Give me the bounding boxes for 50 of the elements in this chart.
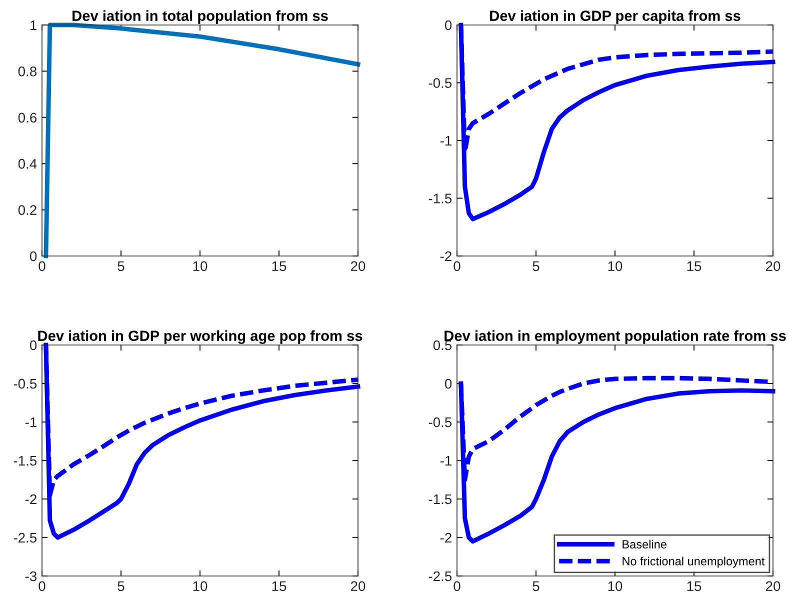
- x-tick-label: 5: [118, 261, 124, 272]
- y-tick-label: 0: [30, 251, 37, 262]
- chart-title: Dev iation in GDP per capita from ss: [490, 10, 740, 24]
- y-tick-label: -1: [25, 417, 36, 428]
- x-tick-label: 10: [193, 581, 208, 592]
- y-tick-label: -3: [25, 571, 37, 582]
- y-tick-label: 0: [444, 20, 452, 30]
- y-tick-label: -0.5: [14, 378, 37, 389]
- x-tick-label: 0: [454, 581, 460, 592]
- y-tick-label: 0.2: [18, 205, 36, 215]
- x-tick-label: 15: [272, 261, 286, 272]
- y-tick-label: 0.6: [18, 112, 37, 123]
- x-tick-label: 0: [38, 261, 46, 272]
- x-tick-label: 15: [687, 581, 702, 592]
- y-tick-label: -2: [440, 532, 452, 543]
- y-tick-label: -0.5: [428, 78, 452, 88]
- x-tick-label: 15: [687, 261, 702, 272]
- x-tick-label: 20: [350, 581, 366, 592]
- x-tick-label: 20: [350, 261, 366, 272]
- y-tick-label: 0.4: [18, 158, 37, 169]
- x-tick-label: 20: [766, 261, 780, 272]
- y-tick-label: -1: [440, 136, 452, 146]
- y-tick-label: 0: [30, 340, 37, 350]
- x-tick-label: 20: [766, 581, 780, 592]
- x-tick-label: 5: [532, 261, 540, 272]
- y-tick-label: 1: [30, 20, 36, 30]
- y-tick-label: -1.5: [428, 494, 452, 504]
- y-tick-label: -1: [440, 456, 452, 466]
- x-tick-label: 10: [608, 261, 622, 272]
- x-tick-label: 5: [532, 581, 540, 592]
- y-tick-label: -0.5: [428, 417, 452, 428]
- legend-label: Baseline: [622, 540, 666, 548]
- x-tick-label: 0: [454, 261, 460, 272]
- y-tick-label: -2: [25, 494, 36, 504]
- y-tick-label: -1.5: [14, 456, 37, 466]
- legend-label: No frictional unemployment: [622, 556, 765, 568]
- y-tick-label: 0.8: [18, 66, 37, 76]
- x-tick-label: 5: [118, 581, 124, 592]
- x-tick-label: 15: [272, 581, 286, 592]
- y-tick-label: -1.5: [428, 194, 452, 204]
- chart-title: Dev iation in GDP per working age pop from ss: [38, 330, 362, 344]
- x-tick-label: 0: [38, 581, 46, 592]
- y-tick-label: -2.5: [14, 532, 37, 543]
- x-tick-label: 10: [193, 261, 208, 272]
- x-tick-label: 10: [608, 581, 622, 592]
- y-tick-label: -2: [440, 251, 452, 262]
- y-tick-label: 0: [444, 378, 452, 389]
- y-tick-label: -2.5: [428, 571, 452, 582]
- chart-title: Dev iation in total population from ss: [72, 10, 328, 24]
- line-series: [44, 22, 360, 258]
